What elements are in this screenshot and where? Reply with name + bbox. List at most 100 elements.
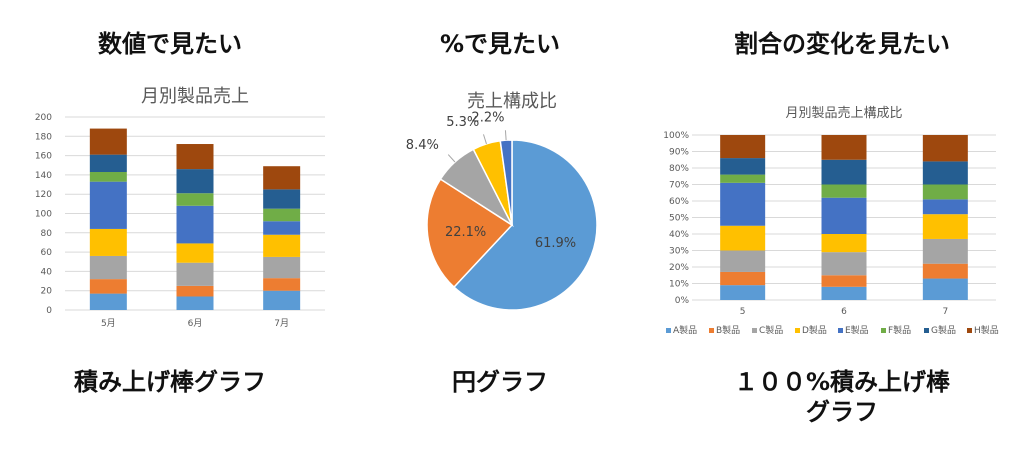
bar-segment — [821, 275, 867, 287]
panel-caption: １００%積み上げ棒 グラフ — [660, 367, 1024, 427]
y-tick-label: 30% — [669, 247, 689, 257]
bar-segment — [922, 278, 968, 300]
leader-line — [482, 134, 487, 145]
bar-segment — [176, 205, 214, 244]
legend-swatch — [967, 328, 972, 333]
y-tick-label: 140 — [35, 171, 52, 181]
y-tick-label: 80% — [669, 164, 689, 174]
bar-segment — [89, 293, 127, 310]
bar-segment — [720, 250, 766, 272]
pie-data-label: 61.9% — [535, 236, 576, 251]
pie-chart: 売上構成比 61.9% 22.1% 8.4% 5.3%2.2% — [406, 91, 598, 311]
bar-segment — [89, 154, 127, 173]
legend-swatch — [924, 328, 929, 333]
legend-swatch — [795, 328, 800, 333]
bar-segment — [720, 158, 766, 175]
legend-swatch — [838, 328, 843, 333]
chart-title: 月別製品売上構成比 — [785, 105, 902, 121]
y-tick-label: 100 — [35, 210, 52, 220]
bar-segment — [176, 285, 214, 297]
x-tick-label: 7 — [942, 307, 948, 317]
bar-segment — [89, 128, 127, 155]
bar-segment — [821, 252, 867, 276]
bar-segment — [263, 189, 301, 209]
x-tick-label: 6月 — [188, 318, 203, 329]
bar-segment — [821, 159, 867, 185]
y-tick-label: 40 — [41, 267, 53, 277]
legend-label: B製品 — [716, 324, 740, 336]
legend-swatch — [666, 328, 671, 333]
bar-segment — [720, 285, 766, 300]
bar-segment — [821, 135, 867, 160]
legend-label: C製品 — [759, 324, 783, 336]
bar-segment — [263, 221, 301, 235]
bar-segment — [89, 181, 127, 229]
bar-segment — [176, 262, 214, 286]
legend-label: E製品 — [845, 324, 869, 336]
panel-heading: 割合の変化を見たい — [734, 30, 950, 58]
pie-slice — [452, 139, 598, 311]
bar-segment — [922, 214, 968, 239]
legend-label: G製品 — [931, 324, 956, 336]
y-tick-label: 60% — [669, 197, 689, 207]
legend-label: H製品 — [974, 324, 999, 336]
y-tick-label: 80 — [41, 229, 53, 239]
bar-segment — [176, 296, 214, 310]
panel-pie: %で見たい 売上構成比 61.9% 22.1% 8.4% 5.3% 2.2% 円グラフ — [340, 0, 660, 450]
bar-segment — [720, 174, 766, 183]
pie-data-label: 8.4% — [406, 138, 439, 153]
bar-segment — [176, 193, 214, 206]
bar-segment — [720, 135, 766, 159]
bar-segment — [922, 199, 968, 215]
x-tick-label: 5月 — [101, 318, 116, 329]
y-tick-label: 10% — [669, 280, 689, 290]
y-tick-label: 20% — [669, 263, 689, 273]
panel-heading: 数値で見たい — [98, 30, 242, 58]
bar-segment — [263, 166, 301, 190]
legend-swatch — [709, 328, 714, 333]
bar-segment — [922, 161, 968, 185]
y-tick-label: 0 — [46, 306, 52, 316]
y-tick-label: 200 — [35, 113, 52, 123]
leader-line — [447, 154, 456, 163]
bar-segment — [263, 290, 301, 310]
bar-segment — [89, 228, 127, 256]
caption-line: １００%積み上げ棒 — [733, 368, 951, 396]
legend-label: D製品 — [802, 324, 827, 336]
pie-data-label: 2.2% — [471, 110, 504, 125]
bar-segment — [89, 172, 127, 182]
bar-segment — [720, 271, 766, 286]
bar-segment — [922, 263, 968, 279]
legend-swatch — [881, 328, 886, 333]
panel-percent-stacked-bar: 割合の変化を見たい 月別製品売上構成比 0% 10% 20% 30% 40% 50% 60% 7… — [660, 0, 1024, 450]
x-tick-label: 5 — [740, 307, 746, 317]
bar-segment — [89, 255, 127, 280]
bar-segment — [176, 144, 214, 170]
bar-segment — [263, 278, 301, 291]
bar-segment — [176, 243, 214, 263]
caption-line: 積み上げ棒グラフ — [74, 368, 266, 396]
y-tick-label: 180 — [35, 132, 52, 142]
stacked-bar-chart: 月別製品売上 0 20 40 60 80 100 120 140 160 180 200 5月 6月 7月 — [35, 86, 325, 329]
y-tick-label: 90% — [669, 148, 689, 158]
panel-stacked-bar: 数値で見たい 月別製品売上 0 20 40 60 80 100 120 140 160 180 200… — [0, 0, 340, 450]
leader-line — [504, 130, 507, 141]
y-tick-label: 0% — [675, 296, 690, 306]
bar-segment — [263, 256, 301, 279]
bar-segment — [821, 197, 867, 234]
y-tick-label: 60 — [41, 248, 53, 258]
y-tick-label: 20 — [41, 287, 53, 297]
bar-segment — [720, 182, 766, 226]
bar-segment — [263, 234, 301, 257]
pie-data-label: 5.3% — [446, 115, 479, 130]
chart-title: 月別製品売上 — [141, 86, 249, 107]
y-tick-label: 120 — [35, 190, 52, 200]
panel-caption: 円グラフ — [340, 367, 660, 397]
y-tick-label: 100% — [663, 131, 689, 141]
bar-segment — [89, 279, 127, 294]
panel-caption: 積み上げ棒グラフ — [0, 367, 340, 397]
panel-heading: %で見たい — [439, 30, 561, 58]
bar-segment — [821, 234, 867, 253]
bar-segment — [821, 286, 867, 300]
bar-segment — [922, 135, 968, 162]
